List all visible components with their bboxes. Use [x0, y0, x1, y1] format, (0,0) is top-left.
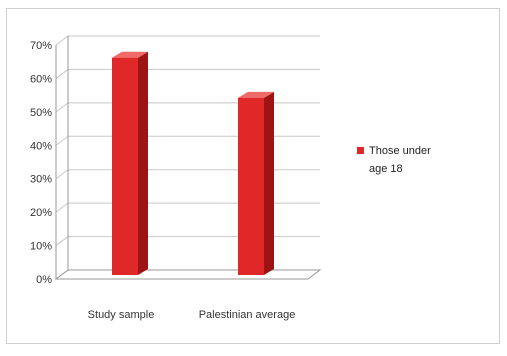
- gridline-depth: [55, 35, 69, 46]
- gridline-depth: [55, 169, 69, 180]
- y-tick-label: 30%: [30, 174, 52, 186]
- bar-side: [264, 91, 274, 275]
- gridline-depth: [55, 135, 69, 146]
- category-label: Palestinian average: [199, 309, 296, 321]
- legend-label-line2: age 18: [369, 163, 403, 175]
- gridline-depth: [55, 236, 69, 246]
- gridline-depth: [55, 69, 69, 79]
- y-tick-labels: 0% 10% 20% 30% 40% 50% 60% 70%: [30, 40, 52, 286]
- gridline-depth: [55, 202, 69, 213]
- gridlines: [55, 35, 320, 280]
- y-tick-label: 50%: [30, 107, 52, 119]
- axes: [54, 36, 322, 280]
- y-tick-label: 20%: [30, 207, 52, 219]
- bars: [112, 51, 274, 275]
- category-labels: Study sample Palestinian average: [88, 309, 296, 321]
- gridline-depth: [55, 102, 69, 113]
- category-label: Study sample: [88, 309, 155, 321]
- legend-label-line1: Those under: [369, 145, 431, 157]
- y-tick-label: 40%: [30, 140, 52, 152]
- legend: Those under age 18: [357, 145, 431, 175]
- bar-top: [238, 91, 274, 98]
- floor: [54, 269, 322, 280]
- y-tick-label: 10%: [30, 241, 52, 253]
- bar-side: [138, 51, 148, 275]
- legend-swatch: [357, 147, 364, 154]
- bar: [112, 57, 138, 275]
- y-tick-label: 60%: [30, 73, 52, 85]
- y-tick-label: 70%: [30, 40, 52, 52]
- bar-top: [112, 51, 148, 58]
- bar: [238, 97, 264, 275]
- y-tick-label: 0%: [36, 274, 52, 286]
